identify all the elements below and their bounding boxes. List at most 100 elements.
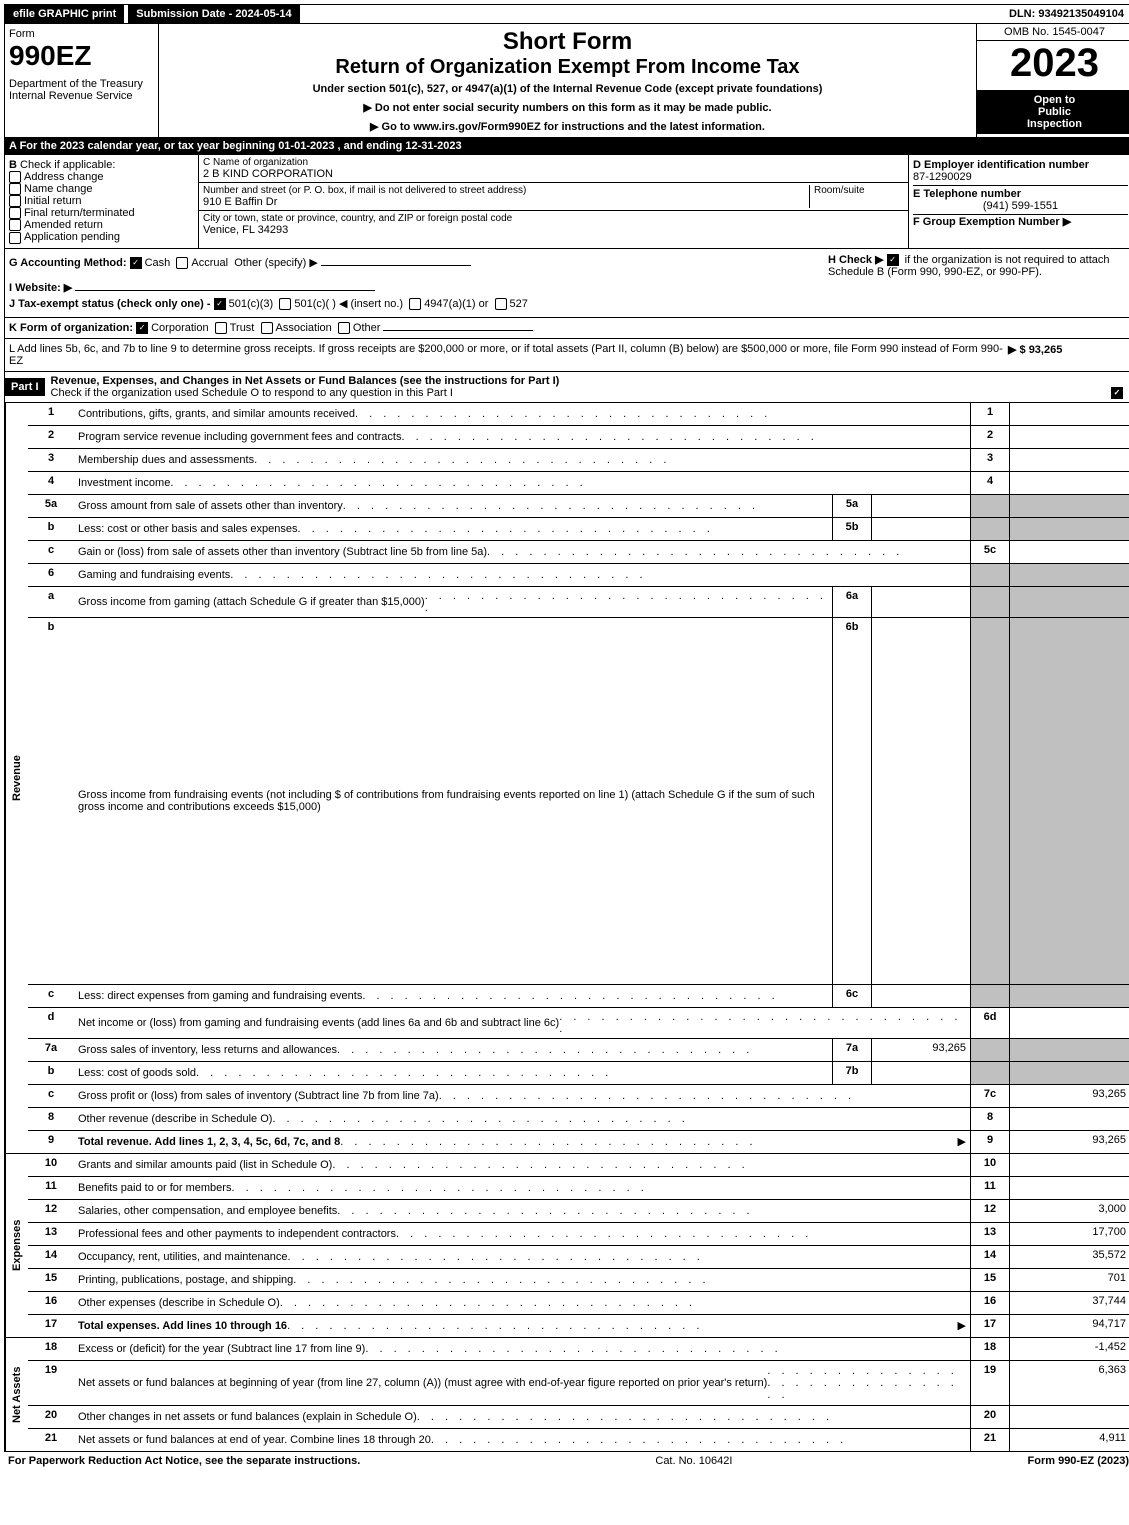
check-if-label: Check if applicable: xyxy=(20,159,115,171)
j-label: J Tax-exempt status (check only one) - xyxy=(9,298,211,310)
checkbox-trust[interactable] xyxy=(215,322,227,334)
line-description: Grants and similar amounts paid (list in… xyxy=(74,1154,970,1176)
line-description: Benefits paid to or for members . . . . … xyxy=(74,1177,970,1199)
checkbox-cash[interactable] xyxy=(130,257,142,269)
box-number: 2 xyxy=(970,426,1009,448)
amount-value xyxy=(1009,541,1129,563)
sub-box-value xyxy=(871,1062,970,1084)
checkbox-amended-return[interactable] xyxy=(9,219,21,231)
l-text: L Add lines 5b, 6c, and 7b to line 9 to … xyxy=(9,343,1008,367)
footer-left: For Paperwork Reduction Act Notice, see … xyxy=(8,1455,360,1467)
amount-value xyxy=(1009,1154,1129,1176)
amount-value: -1,452 xyxy=(1009,1338,1129,1360)
form-number: 990EZ xyxy=(9,40,154,72)
line-number: a xyxy=(28,587,74,617)
checkbox-527[interactable] xyxy=(495,298,507,310)
checkbox-4947[interactable] xyxy=(409,298,421,310)
street-value: 910 E Baffin Dr xyxy=(203,196,809,208)
line-17: 17Total expenses. Add lines 10 through 1… xyxy=(28,1315,1129,1337)
revenue-lines: 1Contributions, gifts, grants, and simil… xyxy=(28,403,1129,1153)
box-number-shaded xyxy=(970,1062,1009,1084)
amount-value: 94,717 xyxy=(1009,1315,1129,1337)
line-number: 10 xyxy=(28,1154,74,1176)
checkbox-501c3[interactable] xyxy=(214,298,226,310)
amount-value: 35,572 xyxy=(1009,1246,1129,1268)
open-line1: Open to xyxy=(981,94,1128,106)
line-number: 19 xyxy=(28,1361,74,1405)
line-description: Net assets or fund balances at beginning… xyxy=(74,1361,970,1405)
line-number: 3 xyxy=(28,449,74,471)
column-b: B Check if applicable: Address change Na… xyxy=(5,155,199,248)
line-description: Excess or (deficit) for the year (Subtra… xyxy=(74,1338,970,1360)
line-description: Gross profit or (loss) from sales of inv… xyxy=(74,1085,970,1107)
other-specify-input[interactable] xyxy=(321,265,471,266)
box-number: 10 xyxy=(970,1154,1009,1176)
amount-value: 3,000 xyxy=(1009,1200,1129,1222)
line-description: Gross income from gaming (attach Schedul… xyxy=(74,587,832,617)
line-number: 1 xyxy=(28,403,74,425)
line-c: cGross profit or (loss) from sales of in… xyxy=(28,1085,1129,1108)
line-number: 16 xyxy=(28,1292,74,1314)
checkbox-other-org[interactable] xyxy=(338,322,350,334)
line-number: b xyxy=(28,618,74,984)
website-input[interactable] xyxy=(75,290,375,291)
line-number: 6 xyxy=(28,564,74,586)
line-1: 1Contributions, gifts, grants, and simil… xyxy=(28,403,1129,426)
open-line2: Public xyxy=(981,106,1128,118)
h-label: H Check ▶ xyxy=(828,254,884,266)
form-header: Form 990EZ Department of the Treasury In… xyxy=(4,24,1129,138)
box-number: 1 xyxy=(970,403,1009,425)
box-number: 20 xyxy=(970,1406,1009,1428)
ein-label: D Employer identification number xyxy=(913,159,1128,171)
leader-dots: . . . . . . . . . . . . . . . . . . . . … xyxy=(559,1011,966,1035)
box-number: 15 xyxy=(970,1269,1009,1291)
checkbox-h[interactable] xyxy=(887,254,899,266)
line-description: Total expenses. Add lines 10 through 16 … xyxy=(74,1315,970,1337)
accrual-label: Accrual xyxy=(191,257,228,269)
line-15: 15Printing, publications, postage, and s… xyxy=(28,1269,1129,1292)
checkbox-final-return[interactable] xyxy=(9,207,21,219)
pending-label: Application pending xyxy=(24,231,120,243)
box-number: 21 xyxy=(970,1429,1009,1451)
amount-shaded xyxy=(1009,1039,1129,1061)
line-2: 2Program service revenue including gover… xyxy=(28,426,1129,449)
checkbox-initial-return[interactable] xyxy=(9,195,21,207)
leader-dots: . . . . . . . . . . . . . . . . . . . . … xyxy=(439,1090,966,1102)
line-18: 18Excess or (deficit) for the year (Subt… xyxy=(28,1338,1129,1361)
short-form-title: Short Form xyxy=(163,28,972,56)
final-label: Final return/terminated xyxy=(24,207,135,219)
checkbox-association[interactable] xyxy=(261,322,273,334)
top-bar: efile GRAPHIC print Submission Date - 20… xyxy=(4,4,1129,24)
warn-goto: ▶ Go to www.irs.gov/Form990EZ for instru… xyxy=(163,120,972,133)
l-block: L Add lines 5b, 6c, and 7b to line 9 to … xyxy=(4,339,1129,372)
amount-value: 701 xyxy=(1009,1269,1129,1291)
arrow-icon: ▶ xyxy=(958,1319,966,1332)
checkbox-corporation[interactable] xyxy=(136,322,148,334)
sub-box-label: 6c xyxy=(832,985,871,1007)
amended-label: Amended return xyxy=(24,219,103,231)
box-number-shaded xyxy=(970,564,1009,586)
leader-dots: . . . . . . . . . . . . . . . . . . . . … xyxy=(287,1320,957,1332)
amount-value: 37,744 xyxy=(1009,1292,1129,1314)
leader-dots: . . . . . . . . . . . . . . . . . . . . … xyxy=(362,990,828,1002)
checkbox-accrual[interactable] xyxy=(176,257,188,269)
leader-dots: . . . . . . . . . . . . . . . . . . . . … xyxy=(401,431,966,443)
other-org-input[interactable] xyxy=(383,330,533,331)
checkbox-schedule-o[interactable] xyxy=(1111,387,1123,399)
checkbox-name-change[interactable] xyxy=(9,183,21,195)
room-suite-label: Room/suite xyxy=(809,185,904,208)
checkbox-application-pending[interactable] xyxy=(9,232,21,244)
cash-label: Cash xyxy=(145,257,171,269)
amount-shaded xyxy=(1009,618,1129,984)
leader-dots: . . . . . . . . . . . . . . . . . . . . … xyxy=(280,1297,966,1309)
sub-box-value xyxy=(871,985,970,1007)
sub-box-label: 5b xyxy=(832,518,871,540)
checkbox-address-change[interactable] xyxy=(9,171,21,183)
line-12: 12Salaries, other compensation, and empl… xyxy=(28,1200,1129,1223)
ein-value: 87-1290029 xyxy=(913,171,1128,183)
column-c: C Name of organization 2 B KIND CORPORAT… xyxy=(199,155,909,248)
line-b: bGross income from fundraising events (n… xyxy=(28,618,1129,985)
irs-label: Internal Revenue Service xyxy=(9,90,154,102)
checkbox-501c[interactable] xyxy=(279,298,291,310)
netasset-lines: 18Excess or (deficit) for the year (Subt… xyxy=(28,1338,1129,1451)
